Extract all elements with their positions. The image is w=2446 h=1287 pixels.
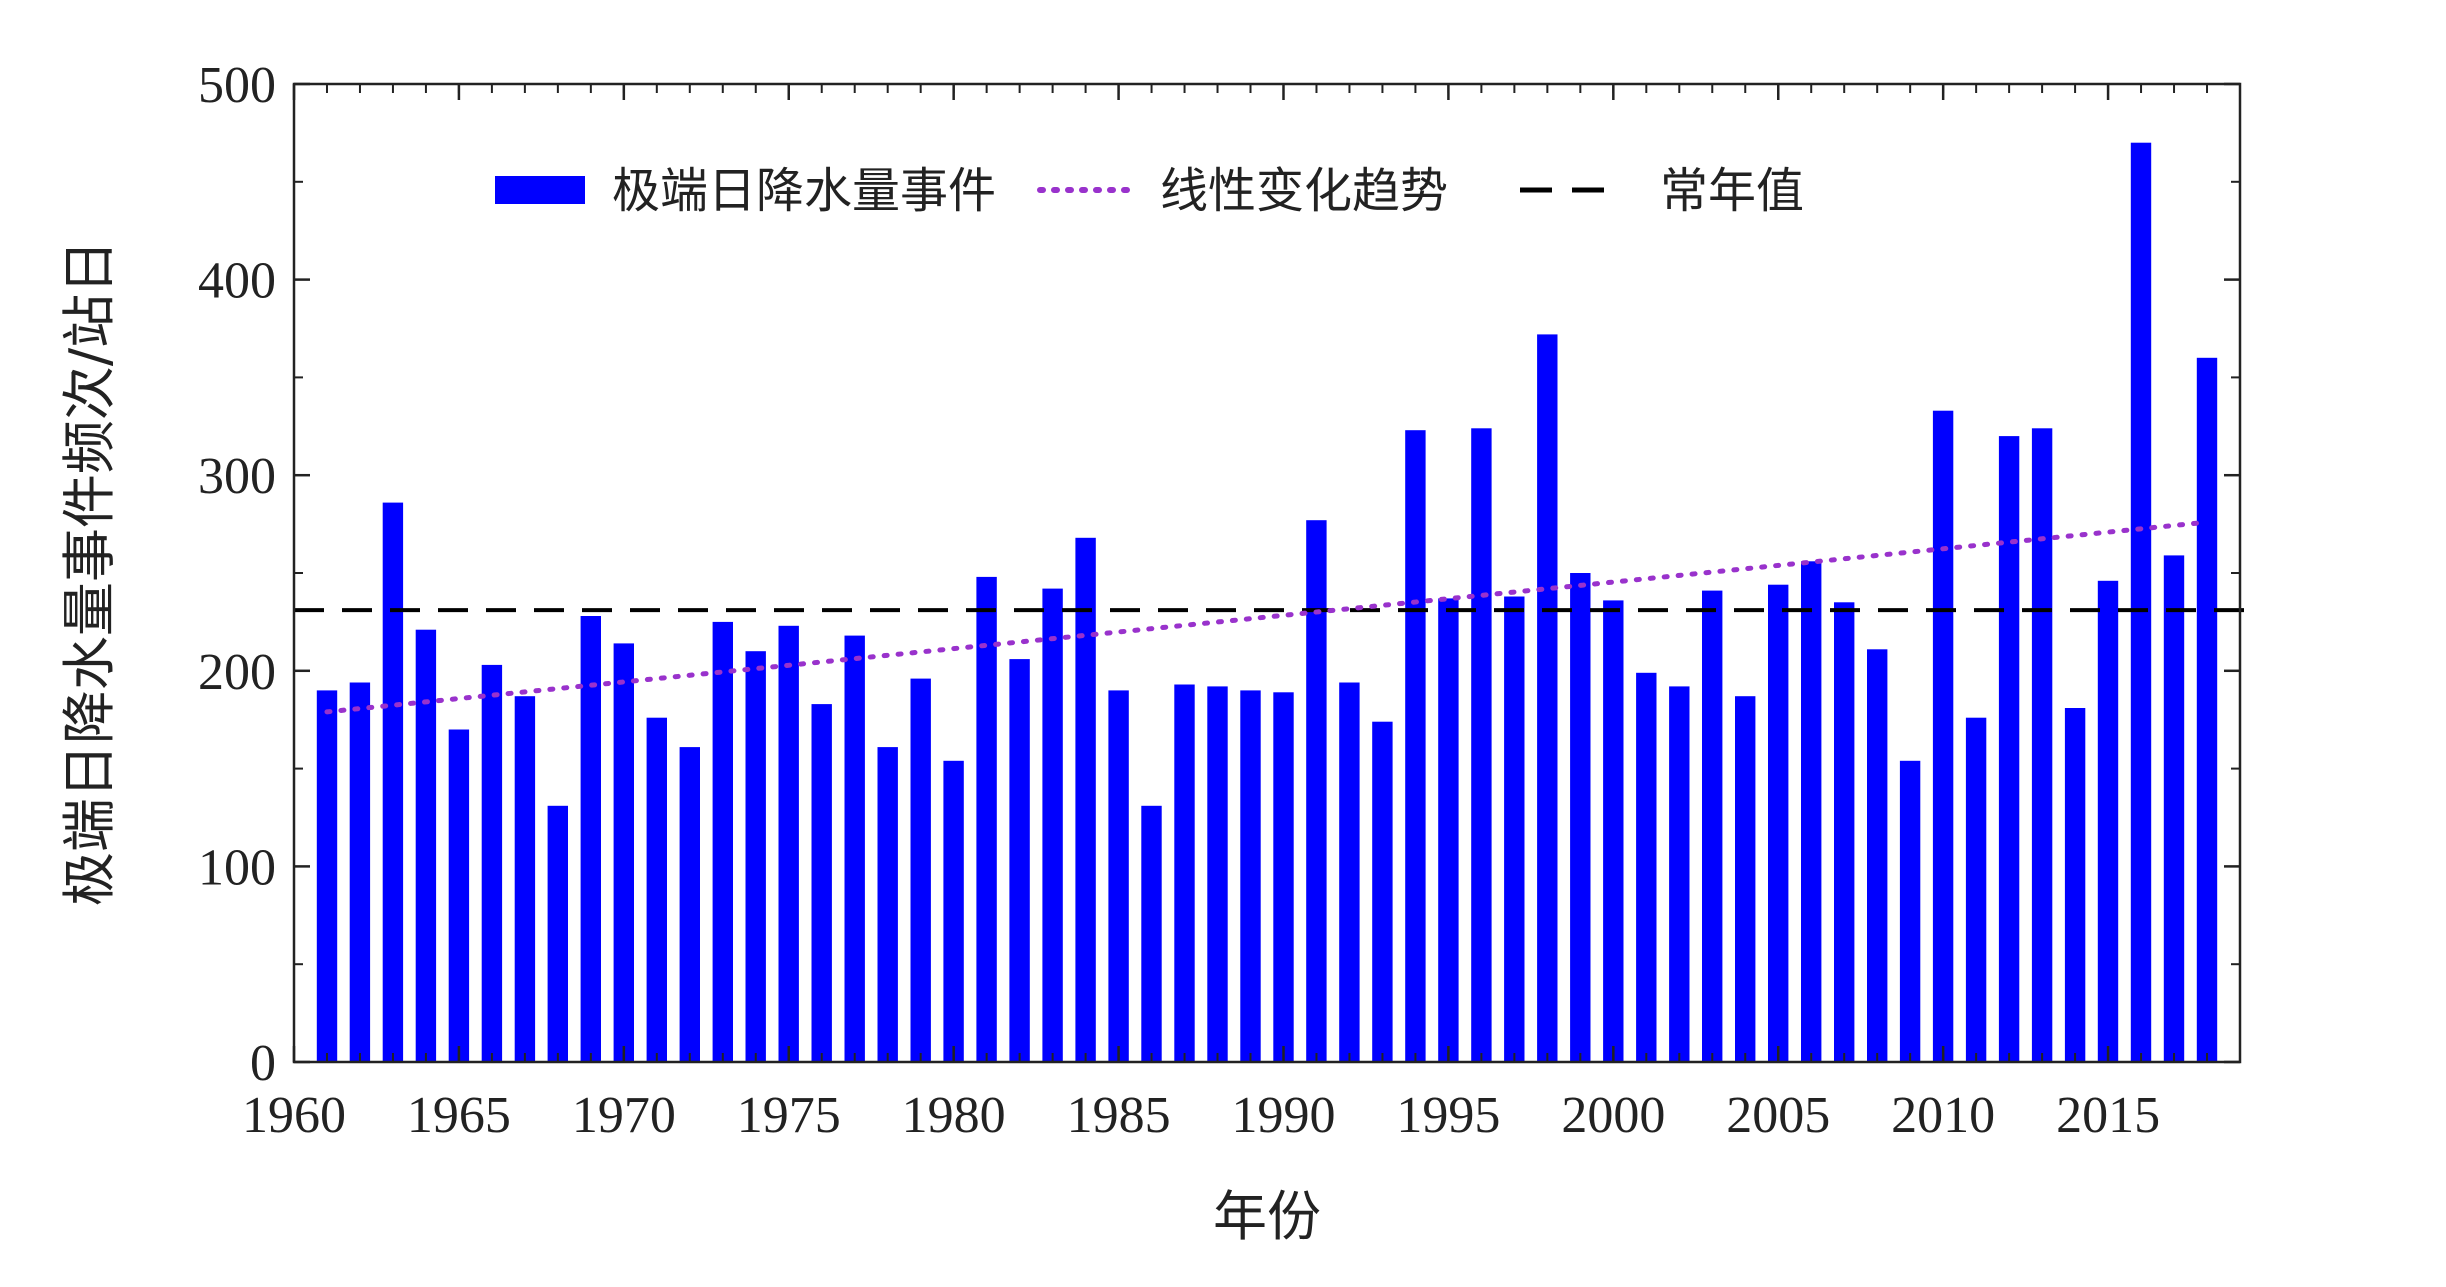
bar-1972 — [679, 747, 700, 1062]
bar-2009 — [1899, 760, 1921, 1062]
bar-1968 — [547, 805, 568, 1062]
bar-1962 — [349, 682, 371, 1062]
bar-1983 — [1042, 588, 1063, 1062]
bar-1988 — [1207, 686, 1228, 1062]
x-tick-label: 2000 — [1561, 1087, 1665, 1144]
bar-1981 — [976, 576, 997, 1062]
bar-1991 — [1306, 520, 1327, 1062]
bar-2010 — [1932, 410, 1954, 1062]
bar-1994 — [1405, 430, 1426, 1062]
y-tick-label: 500 — [198, 57, 276, 114]
y-tick-label: 300 — [198, 448, 276, 505]
bar-2004 — [1735, 696, 1756, 1062]
bar-1995 — [1438, 598, 1459, 1062]
bar-1966 — [481, 664, 503, 1062]
bar-1984 — [1075, 537, 1096, 1062]
bar-1970 — [613, 643, 634, 1062]
bar-1979 — [910, 678, 931, 1062]
bar-1985 — [1108, 690, 1129, 1062]
bar-2017 — [2163, 555, 2185, 1062]
bar-1987 — [1174, 684, 1195, 1062]
bar-1980 — [943, 760, 964, 1062]
bar-1998 — [1537, 334, 1558, 1062]
legend-swatch-bars — [495, 176, 585, 204]
y-tick-label: 400 — [198, 253, 276, 310]
x-tick-label: 2005 — [1726, 1087, 1830, 1144]
bar-2011 — [1965, 717, 1987, 1062]
bar-1989 — [1240, 690, 1261, 1062]
trend-line — [324, 519, 2210, 715]
bar-1982 — [1009, 659, 1030, 1062]
y-tick-label: 0 — [250, 1035, 276, 1092]
bar-2001 — [1636, 672, 1657, 1062]
bar-1971 — [646, 717, 667, 1062]
bar-2000 — [1603, 600, 1624, 1062]
bar-1990 — [1273, 692, 1294, 1062]
bar-1978 — [877, 747, 898, 1062]
x-tick-label: 1995 — [1396, 1087, 1500, 1144]
x-tick-label: 1965 — [407, 1087, 511, 1144]
legend-label-trend: 线性变化趋势 — [1160, 163, 1448, 219]
bar-1997 — [1504, 596, 1525, 1062]
x-tick-label: 1990 — [1231, 1087, 1335, 1144]
bar-1975 — [778, 625, 799, 1062]
y-tick-label: 100 — [198, 839, 276, 896]
legend-label-bars: 极端日降水量事件 — [612, 163, 996, 219]
bar-1999 — [1570, 573, 1591, 1062]
bar-2018 — [2196, 357, 2218, 1062]
bar-2005 — [1768, 584, 1789, 1062]
legend-label-normal: 常年值 — [1660, 163, 1804, 219]
bar-1963 — [382, 502, 404, 1063]
bar-2014 — [2064, 708, 2086, 1062]
x-tick-label: 1960 — [242, 1087, 346, 1144]
bar-2007 — [1834, 602, 1855, 1062]
bar-2003 — [1702, 590, 1723, 1062]
x-tick-label: 2010 — [1891, 1087, 1995, 1144]
bar-2015 — [2097, 580, 2119, 1062]
y-axis-title: 极端日降水量事件频次/站日 — [58, 240, 121, 906]
bar-1973 — [712, 621, 733, 1062]
bar-2006 — [1801, 561, 1822, 1062]
bar-1992 — [1339, 682, 1360, 1062]
bar-1974 — [745, 651, 766, 1062]
y-tick-label: 200 — [198, 644, 276, 701]
bar-2002 — [1669, 686, 1690, 1062]
bar-1967 — [514, 696, 536, 1062]
bar-2012 — [1998, 436, 2020, 1063]
bar-1961 — [316, 690, 338, 1062]
bar-1977 — [844, 635, 865, 1062]
bar-1964 — [415, 629, 437, 1062]
x-tick-label: 1985 — [1067, 1087, 1171, 1144]
bar-2016 — [2130, 142, 2152, 1062]
bar-1965 — [448, 729, 470, 1062]
bar-1969 — [580, 616, 601, 1062]
bar-1993 — [1372, 721, 1393, 1062]
x-tick-label: 1970 — [572, 1087, 676, 1144]
x-axis-title: 年份 — [1213, 1185, 1321, 1248]
x-tick-label: 1980 — [902, 1087, 1006, 1144]
x-tick-label: 1975 — [737, 1087, 841, 1144]
bar-1976 — [811, 704, 832, 1062]
bar-2013 — [2031, 428, 2053, 1062]
bar-1996 — [1471, 428, 1492, 1062]
bar-1986 — [1141, 805, 1162, 1062]
x-tick-label: 2015 — [2056, 1087, 2160, 1144]
bar-2008 — [1867, 649, 1888, 1062]
